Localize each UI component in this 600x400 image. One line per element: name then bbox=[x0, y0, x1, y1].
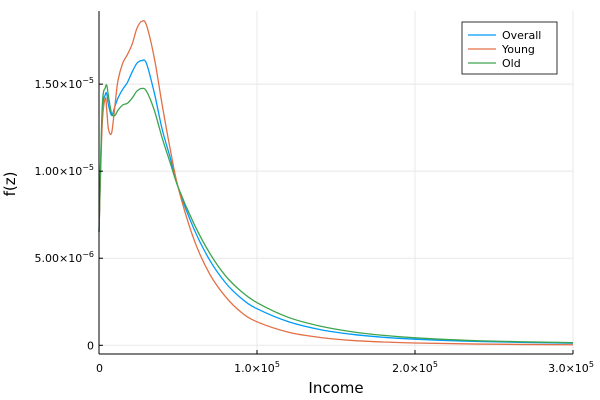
legend-label-overall: Overall bbox=[502, 29, 541, 42]
x-tick-label: 0 bbox=[96, 362, 103, 375]
y-tick-label: 1.50×10−5 bbox=[34, 76, 94, 91]
x-axis-title: Income bbox=[308, 379, 363, 397]
series-line-overall bbox=[98, 59, 574, 344]
legend-box bbox=[461, 21, 558, 75]
legend-label-young: Young bbox=[501, 43, 535, 56]
axes bbox=[98, 11, 574, 355]
series-line-old bbox=[98, 84, 574, 344]
y-axis-title: f(z) bbox=[1, 172, 19, 197]
x-tick-label: 1.0×105 bbox=[234, 360, 280, 375]
y-tick-label: 0 bbox=[87, 339, 94, 352]
grid-lines bbox=[99, 11, 574, 354]
x-tick-label: 3.0×105 bbox=[548, 360, 594, 375]
series-line-young bbox=[98, 20, 574, 346]
y-tick-label: 5.00×10−6 bbox=[34, 250, 94, 265]
tick-labels: 0 1.0×105 2.0×105 3.0×105 0 5.00×10−6 1.00×10−… bbox=[34, 76, 593, 375]
y-tick-label: 1.00×10−5 bbox=[34, 163, 94, 178]
x-tick-label: 2.0×105 bbox=[392, 360, 438, 375]
legend-label-old: Old bbox=[502, 57, 521, 70]
series-layer bbox=[98, 20, 574, 346]
